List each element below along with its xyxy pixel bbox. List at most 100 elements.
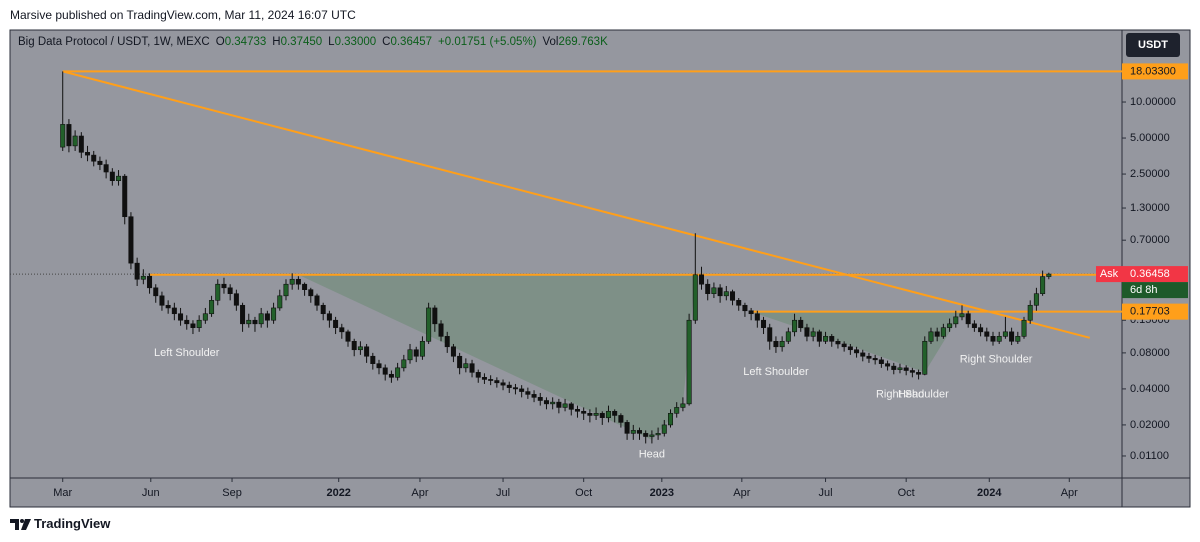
pattern-label: Right Shoulder [876,388,949,400]
candle-body [990,336,996,342]
candle-body [326,313,332,321]
candle-body [996,336,1002,342]
candle-body [370,355,376,364]
candle-body [128,216,134,264]
candle-body [66,124,72,147]
candle-body [512,387,518,390]
candle-body [401,359,407,369]
candle-body [333,319,339,328]
currency-box [1126,33,1180,57]
legend-key: O [215,36,225,48]
legend-value: 0.34733 [224,36,267,48]
x-tick-label: 2024 [977,487,1002,499]
countdown: 6d 8h [1130,284,1158,296]
countdown-box [1122,282,1188,299]
candle-body [227,287,233,294]
trendline [62,70,1091,339]
candle-body [1033,293,1039,306]
legend-key: C [382,36,391,48]
pattern-label: Left Shoulder [154,347,220,359]
legend-value: +0.01751 (+5.05%) [438,36,537,48]
candle-body [798,319,804,328]
candle-body [413,349,419,357]
x-tick-label: Sep [222,487,242,499]
candle-body [432,307,438,325]
candle-body [934,331,940,337]
candle-body [271,307,277,321]
candle-body [959,313,965,318]
x-tick-label: Jul [819,487,833,499]
x-tick-label: Apr [411,487,428,499]
candle-body [444,336,450,348]
candle-body [736,300,742,306]
candle-body [605,410,611,418]
candle-body [872,358,878,361]
candle-body [761,319,767,328]
legend-value: 0.33000 [334,36,377,48]
candle-body [947,323,953,328]
candle-body [649,434,655,437]
candle-body [357,346,363,351]
brand: TradingView [34,516,111,531]
ask-box [1096,266,1122,283]
candle-body [140,275,146,280]
pattern-area [298,274,696,440]
x-tick-label: Apr [1061,487,1078,499]
candle-body [91,154,97,162]
candle-body [878,359,884,364]
pattern-label: Head [639,448,665,460]
candle-body [773,340,779,348]
candle-body [810,331,816,337]
candle-body [636,430,642,434]
candle-body [885,363,891,367]
candle-body [351,340,357,351]
candle-body [488,379,494,381]
candle-body [165,304,171,309]
currency-label: USDT [1138,39,1168,51]
candle-body [184,319,190,325]
symbol-title: Big Data Protocol / USDT, 1W, MEXC [18,36,210,48]
candle-body [599,413,605,418]
candle-body [376,363,382,369]
candle-body [426,307,432,342]
candle-body [469,363,475,373]
candle-body [339,327,345,333]
candle-body [928,331,934,342]
candle-body [1027,304,1033,321]
candle-body [965,313,971,325]
candle-body [804,327,810,337]
price-label: 18.03300 [1130,65,1176,77]
candle-body [147,275,153,289]
ask-price: 0.36458 [1130,268,1170,280]
candle-body [754,313,760,321]
y-tick-label: 10.00000 [1130,96,1176,108]
candle-body [953,316,959,325]
candle-body [283,283,289,297]
candle-body [748,310,754,315]
candle-body [550,401,556,405]
candle-body [302,283,308,290]
candle-body [568,403,574,410]
candle-body [699,274,705,285]
x-tick-label: Apr [733,487,750,499]
x-tick-label: Mar [53,487,72,499]
legend-value: 0.37450 [280,36,323,48]
candle-body [668,413,674,426]
candle-body [109,171,115,181]
candle-body [450,346,456,357]
candle-body [457,355,463,369]
candle-body [240,304,246,325]
candle-body [916,372,922,375]
candle-body [940,327,946,337]
candle-body [866,355,872,359]
candle-body [233,293,239,306]
candle-body [1002,331,1008,337]
x-tick-label: 2023 [650,487,674,499]
candle-body [258,313,264,325]
candle-body [823,336,829,342]
candle-body [1009,331,1015,342]
candle-body [841,343,847,348]
pattern-label: Head [898,388,924,400]
candle-body [971,323,977,328]
